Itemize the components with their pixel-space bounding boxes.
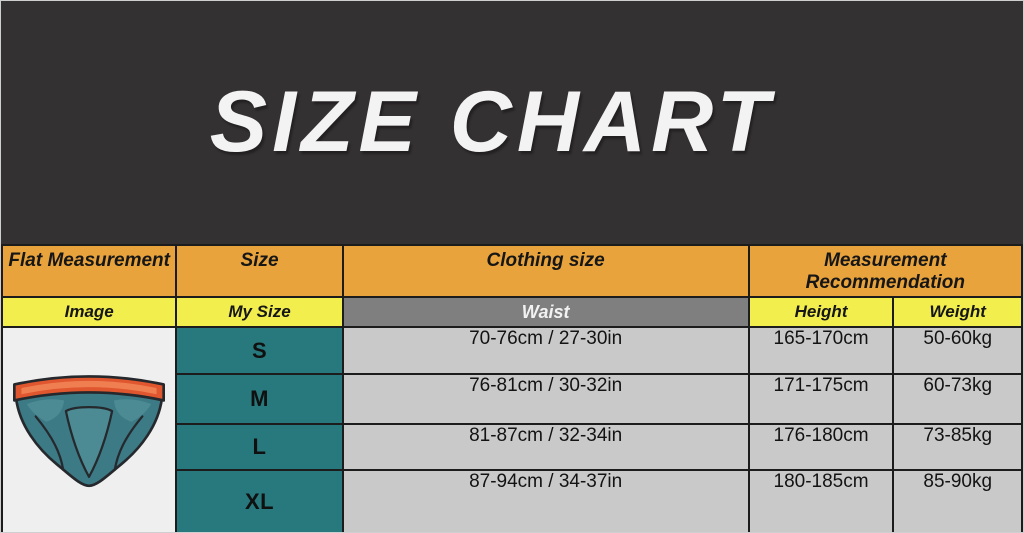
title-banner: SIZE CHART xyxy=(1,1,1023,244)
height-value-s: 165-170cm xyxy=(747,326,895,375)
table-header-row-1: Flat Measurement Size Clothing size Meas… xyxy=(1,244,1023,298)
waist-value-l: 81-87cm / 32-34in xyxy=(341,423,750,471)
header-my-size: My Size xyxy=(175,296,344,328)
size-table: Flat Measurement Size Clothing size Meas… xyxy=(1,244,1023,532)
table-row-l: L 81-87cm / 32-34in 176-180cm 73-85kg xyxy=(2,423,1023,471)
waist-value-xl: 87-94cm / 34-37in xyxy=(341,469,750,532)
size-label-s: S xyxy=(175,326,344,375)
header-measurement-recommendation: Measurement Recommendation xyxy=(747,244,1023,298)
table-row-s: S 70-76cm / 27-30in 165-170cm 50-60kg xyxy=(1,326,1023,532)
size-label-xl: XL xyxy=(175,469,344,532)
size-label-m: M xyxy=(175,373,344,425)
header-height: Height xyxy=(747,296,895,328)
waist-value-s: 70-76cm / 27-30in xyxy=(341,326,750,375)
waist-value-m: 76-81cm / 30-32in xyxy=(341,373,750,425)
weight-value-m: 60-73kg xyxy=(892,373,1023,425)
height-value-l: 176-180cm xyxy=(747,423,895,471)
weight-value-xl: 85-90kg xyxy=(892,469,1023,532)
size-label-l: L xyxy=(175,423,344,471)
table-header-row-2: Image My Size Waist Height Weight xyxy=(1,296,1023,328)
height-value-m: 171-175cm xyxy=(747,373,895,425)
header-flat-measurement: Flat Measurement xyxy=(1,244,178,298)
header-clothing-size: Clothing size xyxy=(341,244,750,298)
briefs-illustration-icon xyxy=(9,375,169,499)
weight-value-l: 73-85kg xyxy=(892,423,1023,471)
header-waist: Waist xyxy=(341,296,750,328)
height-value-xl: 180-185cm xyxy=(747,469,895,532)
header-image: Image xyxy=(1,296,178,328)
table-row-xl: XL 87-94cm / 34-37in 180-185cm 85-90kg xyxy=(2,469,1023,532)
weight-value-s: 50-60kg xyxy=(892,326,1023,375)
page-title: SIZE CHART xyxy=(209,74,775,170)
product-image-cell xyxy=(1,326,178,532)
header-size: Size xyxy=(175,244,344,298)
header-weight: Weight xyxy=(892,296,1023,328)
table-row-m: M 76-81cm / 30-32in 171-175cm 60-73kg xyxy=(2,373,1023,425)
